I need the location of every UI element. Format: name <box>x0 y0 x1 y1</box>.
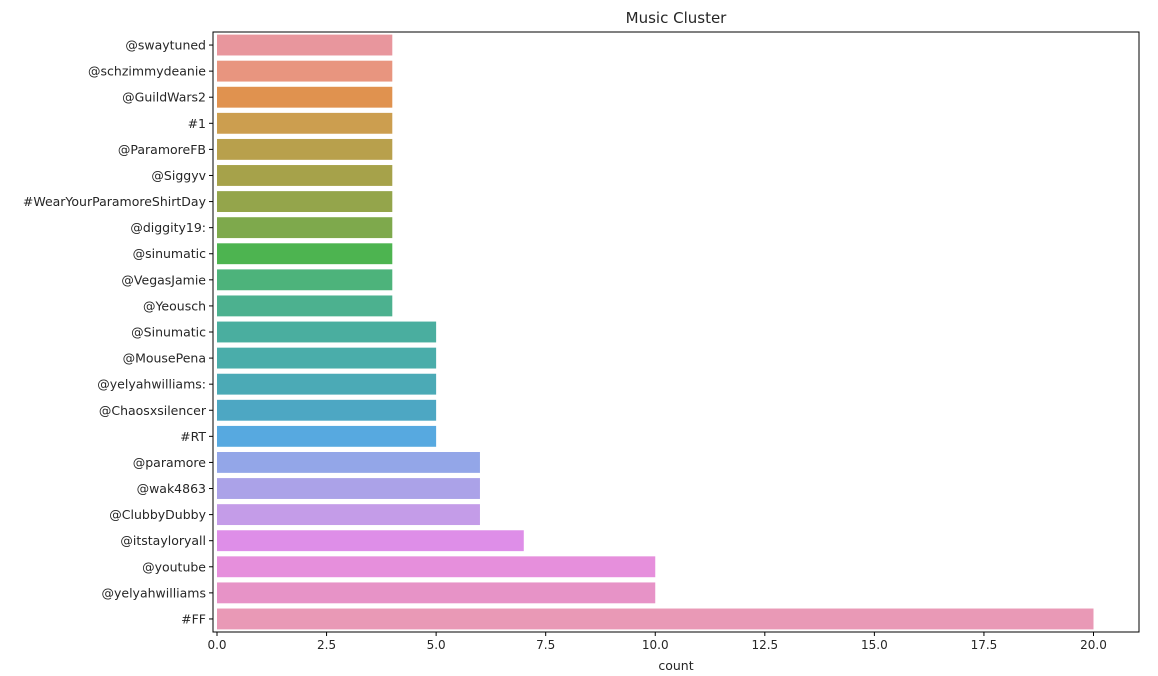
category-label: @Siggyv <box>151 168 206 183</box>
bar-yeousch-10 <box>217 295 393 317</box>
category-label: @Yeousch <box>143 298 206 313</box>
x-tick-label: 12.5 <box>751 638 778 652</box>
category-label: @sinumatic <box>133 246 207 261</box>
x-tick-label: 10.0 <box>642 638 669 652</box>
chart-title: Music Cluster <box>626 9 728 27</box>
bar-swaytuned-0 <box>217 34 393 56</box>
x-tick-label: 20.0 <box>1080 638 1107 652</box>
bar-paramore-16 <box>217 452 480 473</box>
bar-itstayloryall-19 <box>217 530 524 552</box>
x-tick-label: 5.0 <box>427 638 446 652</box>
category-label: @wak4863 <box>137 481 206 496</box>
bar-mousepena-12 <box>217 347 437 369</box>
x-tick-label: 0.0 <box>207 638 226 652</box>
bar-chaosxsilencer-14 <box>217 399 437 421</box>
x-tick-label: 17.5 <box>971 638 998 652</box>
category-label: #FF <box>181 611 206 626</box>
category-label: @ClubbyDubby <box>109 507 206 522</box>
bar-guildwars2-2 <box>217 86 393 108</box>
category-label: @swaytuned <box>125 38 206 53</box>
bar-youtube-20 <box>217 556 656 578</box>
category-label: #RT <box>180 429 206 444</box>
category-label: @Sinumatic <box>131 325 206 340</box>
category-label: @youtube <box>142 559 206 574</box>
x-tick-label: 2.5 <box>317 638 336 652</box>
x-axis-ticks: 0.0 2.5 5.0 7.5 10.0 12.5 15.0 17.5 20.0 <box>207 632 1107 652</box>
bar-sinumatic-8 <box>217 243 393 265</box>
bar-ff-22 <box>217 608 1094 630</box>
bar-1-3 <box>217 112 393 134</box>
category-label: @ParamoreFB <box>118 142 206 157</box>
bar-yelyahwilliams-13 <box>217 373 437 395</box>
bar-vegasjamie-9 <box>217 269 393 291</box>
category-label: @paramore <box>133 455 207 470</box>
bars-group <box>217 34 1094 630</box>
bar-diggity19-7 <box>217 217 393 239</box>
category-label: @Chaosxsilencer <box>99 403 207 418</box>
category-label: @diggity19: <box>130 220 206 235</box>
category-label: #1 <box>188 116 206 131</box>
bar-yelyahwilliams-21 <box>217 582 656 604</box>
bar-clubbydubby-18 <box>217 504 480 526</box>
x-axis-label: count <box>658 658 693 673</box>
category-label: @yelyahwilliams: <box>97 377 206 392</box>
category-label: @itstayloryall <box>120 533 206 548</box>
bar-wak4863-17 <box>217 478 480 499</box>
bar-paramorefb-4 <box>217 138 393 160</box>
category-label: #WearYourParamoreShirtDay <box>23 194 207 209</box>
bar-wearyourparamoreshirtday-6 <box>217 191 393 212</box>
category-label: @yelyahwilliams <box>101 585 206 600</box>
category-label: @schzimmydeanie <box>88 64 206 79</box>
bar-siggyv-5 <box>217 165 393 186</box>
bar-sinumatic-11 <box>217 321 437 343</box>
plot-frame <box>212 31 1140 633</box>
x-tick-label: 15.0 <box>861 638 888 652</box>
bar-schzimmydeanie-1 <box>217 60 393 82</box>
x-tick-label: 7.5 <box>536 638 555 652</box>
category-label: @VegasJamie <box>121 272 206 287</box>
bar-rt-15 <box>217 425 437 447</box>
category-label: @GuildWars2 <box>122 90 206 105</box>
category-label: @MousePena <box>123 351 206 366</box>
category-labels: @swaytuned @schzimmydeanie @GuildWars2 #1 @P… <box>23 38 213 626</box>
